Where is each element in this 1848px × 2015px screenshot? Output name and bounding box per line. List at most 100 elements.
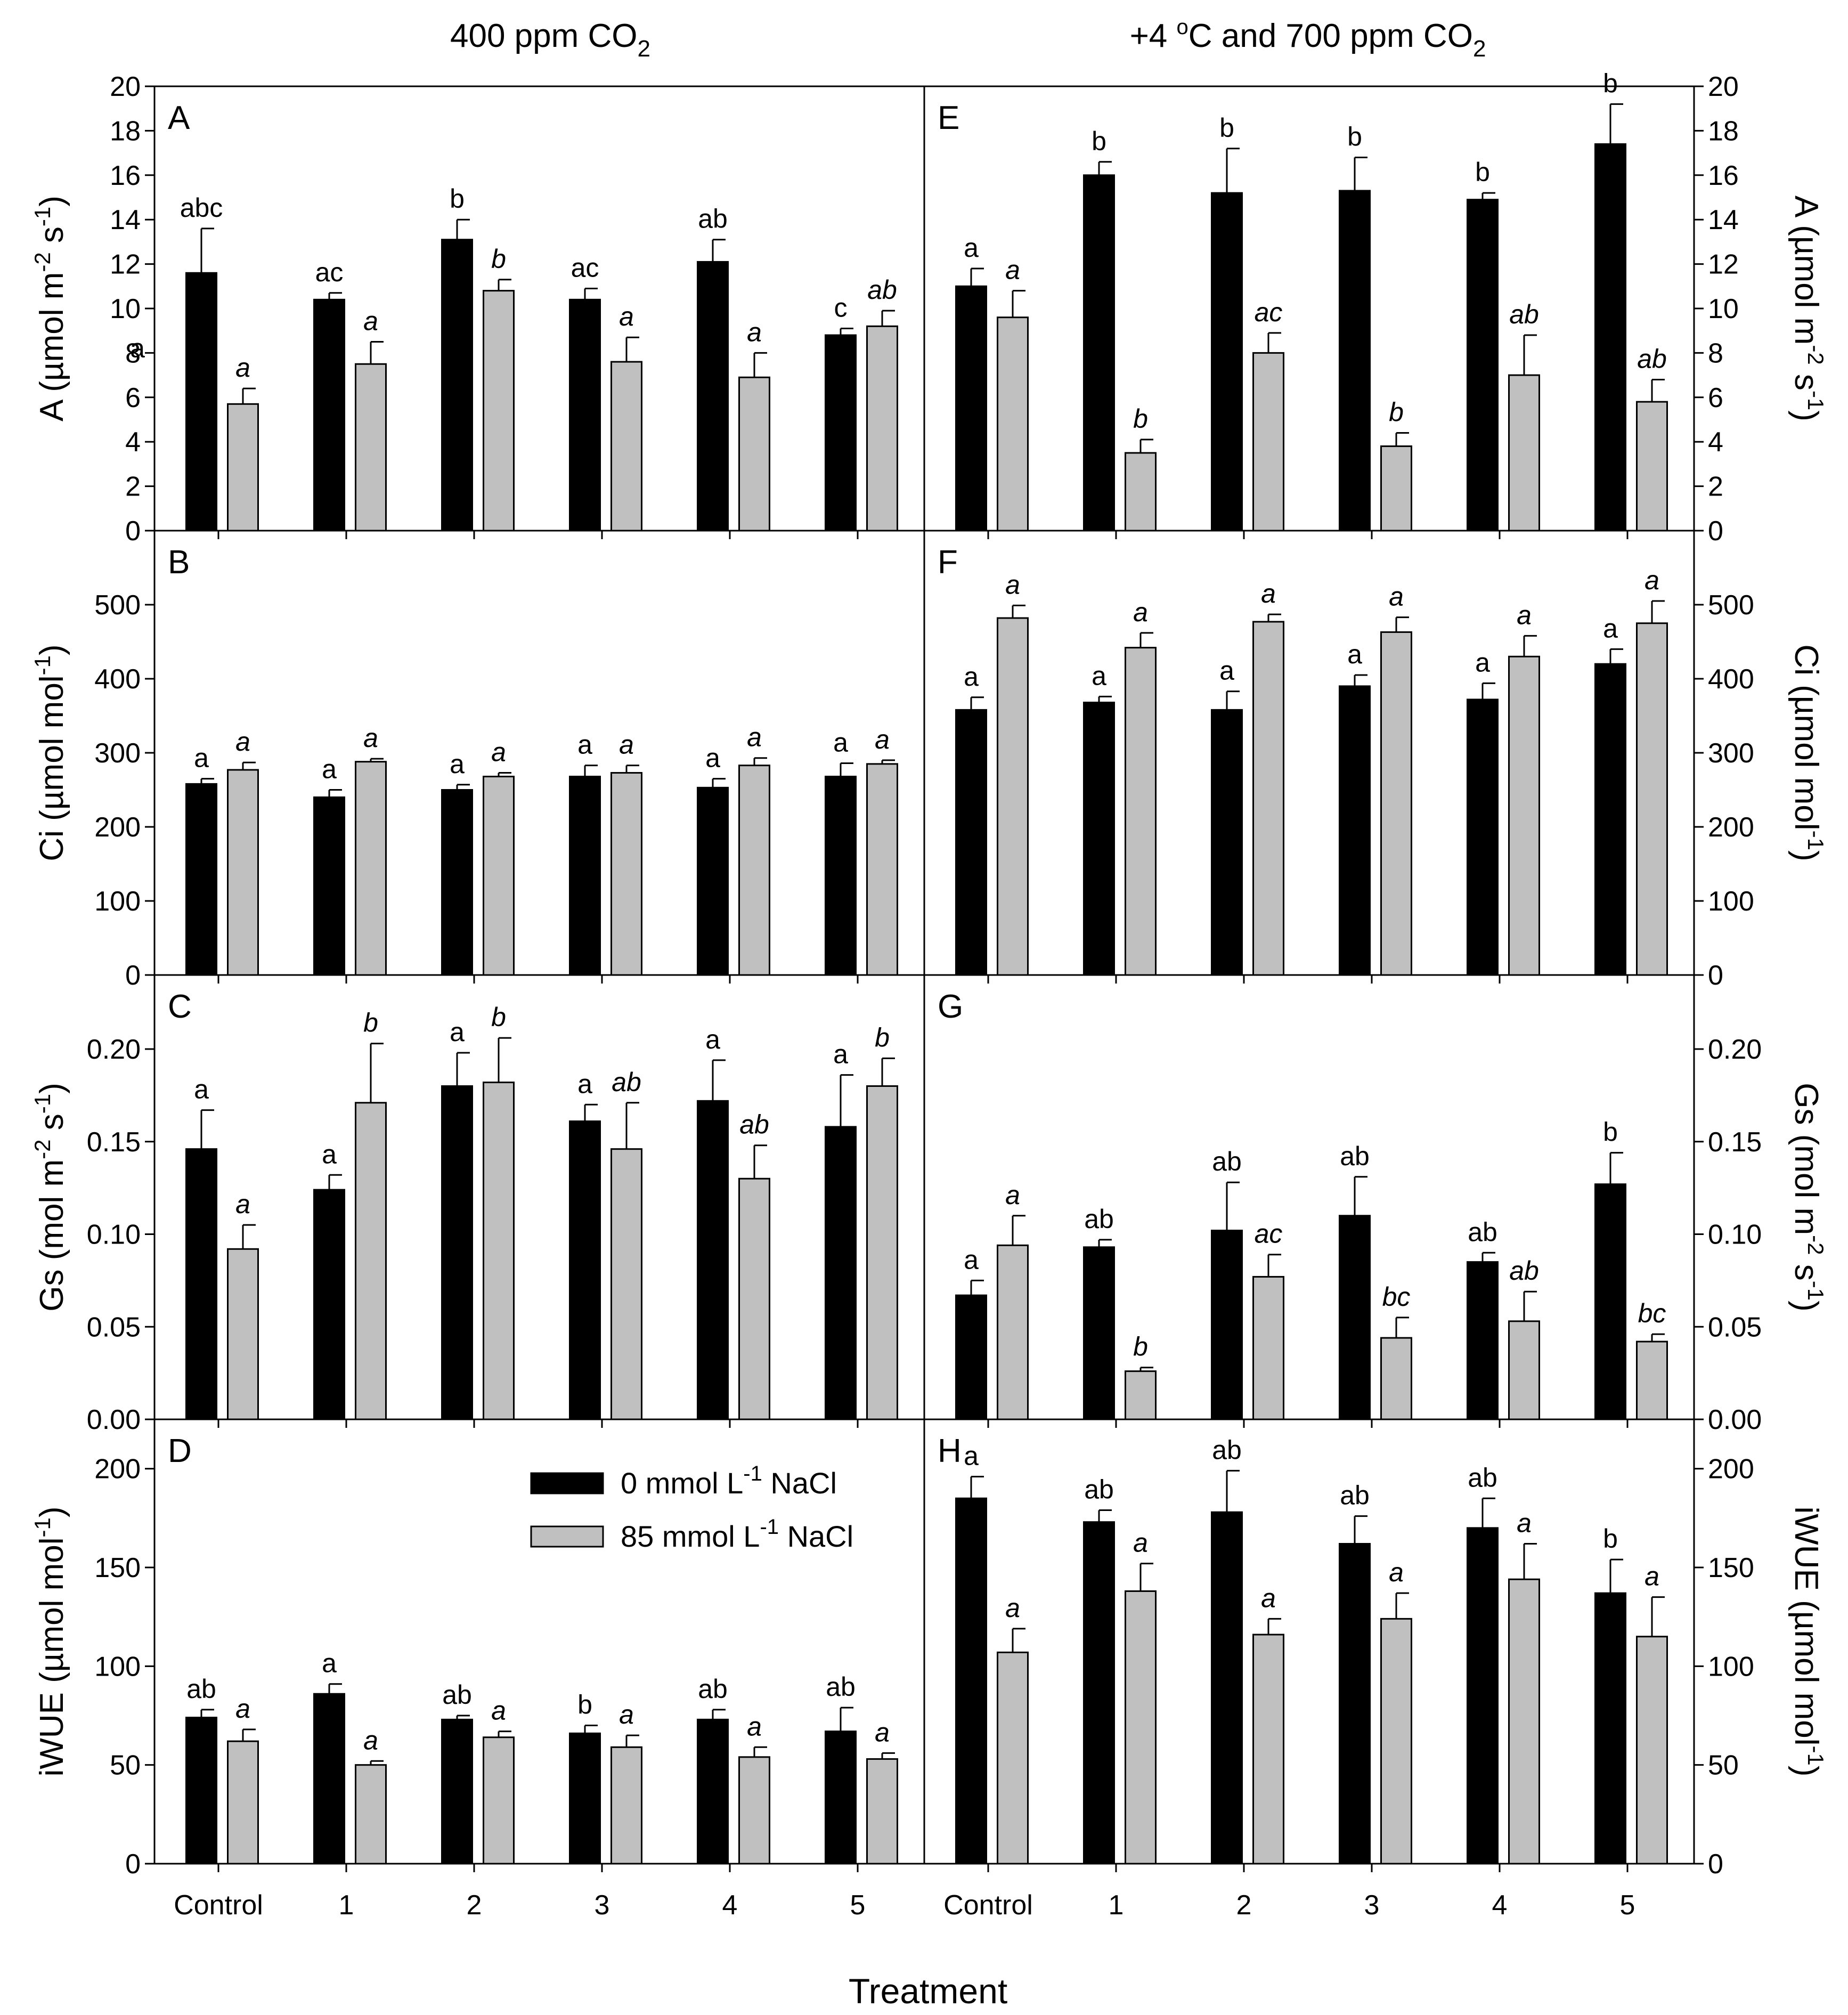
panel-g-ylabel: Gs (mol m-2 s-1) [1788,1083,1828,1311]
panel-h-bar-s0-4 [1467,1527,1499,1865]
panel-f-sig-label-s1-2: a [1261,579,1276,608]
panel-f-sig-label-s0-1: a [1092,661,1106,690]
panel-c-ytick-label: 0.15 [87,1127,141,1158]
panel-a-bar-s0-5 [825,334,857,532]
panel-f-bar-s1-1 [1125,647,1157,976]
panel-a-sig-label-s0-2: b [450,184,465,214]
panel-a-ylabel: A (µmol m-2 s-1) [30,196,70,421]
panel-h-sig-label-s1-3: a [1389,1557,1404,1587]
panel-g-bar-s1-3 [1380,1337,1412,1420]
panel-b-bar-s1-2 [483,775,515,976]
panel-b-bar-s1-0 [227,769,259,976]
panel-c-bar-s0-4 [697,1100,729,1420]
panel-g-sig-label-s1-0: a [1005,1180,1020,1210]
panel-d-sig-label-s1-5: a [875,1717,890,1747]
panel-d-sig-label-s1-1: a [363,1725,378,1755]
panel-b-sig-label-s0-2: a [450,749,465,779]
panel-b-sig-label-s1-0: a [235,727,250,757]
panel-d-bar-s0-2 [441,1718,473,1865]
panel-e-ytick-label: 2 [1708,472,1723,502]
panel-g-sig-label-s0-1: ab [1084,1204,1114,1234]
panel-h-sig-label-s0-3: ab [1340,1481,1370,1510]
panel-e-ytick-label: 20 [1708,71,1739,102]
panel-b-ytick-label: 400 [94,664,141,695]
panel-f-sig-label-s0-5: a [1603,613,1618,643]
panel-d-bar-s0-4 [697,1718,729,1865]
panel-c-sig-label-s0-2: a [450,1017,465,1047]
panel-d-bar-s0-5 [825,1730,857,1865]
panel-d-xtick-label: 3 [595,1890,610,1921]
panel-c-sig-label-s1-2: b [491,1002,506,1032]
panel-e-ytick-label: 12 [1708,249,1739,280]
panel-f-sig-label-s1-0: a [1005,570,1020,599]
panel-e-sig-label-s1-3: b [1389,397,1404,427]
panel-c-bar-s1-0 [227,1248,259,1420]
panel-c-sig-label-s1-1: b [363,1008,378,1038]
panel-c-ytick-label: 0.05 [87,1312,141,1343]
panel-h-sig-label-s1-2: a [1261,1583,1276,1613]
panel-f-bar-s1-0 [997,617,1029,976]
panel-g-bar-s0-2 [1211,1230,1243,1420]
panel-a-bar-s1-4 [738,376,770,532]
panel-c-sig-label-s0-0: a [194,1075,209,1104]
panel-f-bar-s1-2 [1252,621,1284,976]
panel-a-ytick-label: 8 [125,338,141,369]
panel-f-ytick-label: 300 [1708,738,1754,769]
panel-e-bar-s1-3 [1380,445,1412,532]
panel-h-bar-s1-1 [1125,1590,1157,1865]
panel-g-bar-s0-0 [955,1294,987,1420]
panel-a-sig-label-s0-5: c [834,293,848,323]
panel-g-ytick-label: 0.10 [1708,1220,1762,1250]
panel-g-ytick-label: 0.15 [1708,1127,1762,1158]
panel-h-bar-s0-3 [1339,1543,1371,1865]
panel-h-sig-label-s0-1: ab [1084,1475,1114,1505]
panel-h-xtick-label: 3 [1364,1890,1380,1921]
x-axis-label: Treatment [849,1971,1007,2011]
panel-f-ytick-label: 100 [1708,886,1754,917]
panel-h-bar-s0-0 [955,1497,987,1865]
panel-h-sig-label-s1-5: a [1645,1562,1659,1591]
panel-b-ytick-label: 300 [94,738,141,769]
panel-b-sig-label-s0-0: a [194,743,209,773]
panel-c-bar-s0-0 [185,1148,217,1420]
panel-b-sig-label-s0-1: a [322,754,337,784]
panel-h-ylabel: iWUE (µmol mol-1) [1788,1506,1828,1776]
panel-g-sig-label-s0-2: ab [1212,1147,1242,1176]
panel-a-sig-label-s1-5: ab [867,275,897,305]
panel-a-bar-s1-5 [866,325,898,532]
panel-c-bar-s1-4 [738,1177,770,1420]
panel-e-bar-s1-1 [1125,452,1157,532]
panel-e-sig-label-s0-5: b [1603,68,1618,98]
panel-c-bar-s0-3 [569,1120,601,1420]
panel-d-sig-label-s0-4: ab [698,1674,728,1704]
panel-g-sig-label-s1-1: b [1133,1332,1148,1362]
panel-a-ytick-label: 10 [110,294,141,324]
panel-g-sig-label-s1-5: bc [1638,1298,1666,1328]
panel-d-sig-label-s0-1: a [322,1648,337,1678]
panel-a-bar-s0-1 [313,298,345,532]
panel-g-bar-s1-4 [1508,1320,1540,1420]
panel-g-bar-s1-1 [1125,1370,1157,1420]
panel-h-ytick-label: 0 [1708,1849,1723,1880]
panel-c-sig-label-s0-1: a [322,1139,337,1169]
panel-d-bar-s0-0 [185,1717,217,1865]
panel-e-bar-s0-1 [1083,174,1115,532]
left-column-title: 400 ppm CO2 [450,18,650,62]
panel-g-bar-s0-5 [1594,1183,1626,1420]
panel-e-ytick-label: 0 [1708,516,1723,547]
panel-h-xtick-label: Control [943,1890,1033,1921]
panel-h-sig-label-s0-2: ab [1212,1435,1242,1465]
panel-a-sig-label-s0-3: ac [571,253,599,282]
panel-h-bar-s0-5 [1594,1592,1626,1865]
panel-d-sig-label-s1-2: a [491,1696,506,1726]
panel-d-ytick-label: 0 [125,1849,141,1880]
panel-b-bar-s0-1 [313,796,345,976]
panel-g-bar-s0-4 [1467,1261,1499,1420]
panel-a-ytick-label: 4 [125,427,141,458]
panel-a-bar-s1-3 [610,361,642,532]
panel-f-ytick-label: 0 [1708,960,1723,991]
panel-h-bar-s1-3 [1380,1618,1412,1865]
panel-e-bar-s1-4 [1508,374,1540,532]
